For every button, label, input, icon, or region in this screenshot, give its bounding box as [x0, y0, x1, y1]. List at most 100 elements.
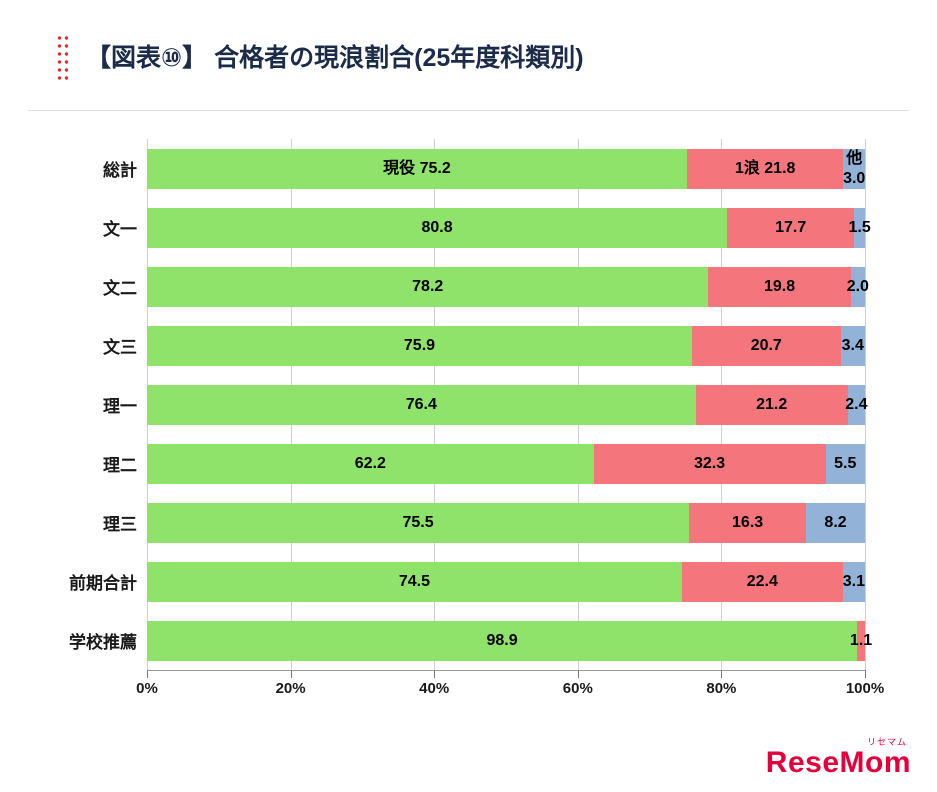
category-label: 総計 [103, 161, 137, 180]
segment-value-label: 76.4 [405, 395, 437, 413]
bar-segment: 21.2 [695, 384, 848, 425]
x-tick-label: 20% [275, 680, 306, 697]
segment-value-label: 16.3 [732, 513, 764, 531]
bar-segment: 78.2 [147, 266, 709, 307]
bar-row: 76.4 21.2 2.4 [147, 375, 868, 434]
page: 【図表⑩】 合格者の現浪割合(25年度科類別) 総計 文一 文二 文三 理一 理二 理三 前期… [0, 34, 910, 778]
stacked-bar: 62.2 32.3 5.5 [147, 443, 865, 484]
bar-segment: 2.0 [847, 266, 869, 307]
plot-area: 現役 75.2 1浪 21.8 他 3.0 80.8 17.7 1.5 78.2 19.8 2.0… [147, 139, 872, 678]
axis-tick [577, 670, 579, 678]
bar-segment: 2.4 [845, 384, 868, 425]
segment-value-label: 80.8 [421, 218, 453, 236]
stacked-bar: 78.2 19.8 2.0 [147, 266, 869, 307]
gridline [865, 139, 866, 670]
bar-rows: 現役 75.2 1浪 21.8 他 3.0 80.8 17.7 1.5 78.2 19.8 2.0… [147, 139, 872, 670]
bar-row: 78.2 19.8 2.0 [147, 257, 869, 316]
axis-tick [721, 670, 723, 678]
figure-title: 【図表⑩】 合格者の現浪割合(25年度科類別) [86, 44, 584, 72]
bar-row: 75.5 16.3 8.2 [147, 493, 865, 552]
segment-value-label: 21.2 [756, 395, 788, 413]
bar-segment: 62.2 [147, 443, 594, 484]
segment-value-label: 78.2 [412, 277, 444, 295]
logo-ruby-text: リセマム [866, 736, 907, 747]
segment-value-label: 75.9 [403, 336, 436, 354]
category-label: 理一 [103, 397, 137, 416]
stacked-bar-chart: 総計 文一 文二 文三 理一 理二 理三 前期合計 学校推薦 現役 75.2 1浪 21.8 他 3.… [0, 139, 872, 678]
bar-segment: 32.3 [593, 443, 826, 484]
stacked-bar: 75.5 16.3 8.2 [147, 502, 865, 543]
title-accent-dots-icon [56, 34, 70, 82]
segment-value-label: 現役 75.2 [383, 159, 451, 177]
segment-value-label: 74.5 [398, 572, 431, 590]
category-label: 文三 [103, 338, 137, 357]
category-label: 理三 [103, 515, 137, 534]
category-label: 前期合計 [69, 574, 137, 593]
stacked-bar: 74.5 22.4 3.1 [147, 561, 865, 602]
bar-segment: 3.1 [842, 561, 865, 602]
segment-value-label: 他 3.0 [843, 149, 866, 187]
segment-value-label: 20.7 [750, 336, 782, 354]
stacked-bar: 現役 75.2 1浪 21.8 他 3.0 [147, 148, 866, 189]
segment-value-label: 19.8 [763, 277, 796, 295]
bar-segment: 8.2 [806, 502, 865, 543]
bar-segment: 17.7 [727, 207, 855, 248]
bar-segment: 76.4 [147, 384, 696, 425]
bar-segment: 75.9 [147, 325, 692, 366]
segment-value-label: 62.2 [354, 454, 386, 472]
segment-value-label: 1浪 21.8 [734, 159, 796, 177]
x-axis-labels: 0% 20% 40% 60% 80% 100% [136, 671, 884, 707]
segment-value-label: 2.0 [846, 277, 869, 295]
segment-value-label: 1.1 [849, 631, 873, 649]
bar-segment: 75.5 [147, 502, 690, 543]
bar-row: 62.2 32.3 5.5 [147, 434, 865, 493]
segment-value-label: 75.5 [402, 513, 434, 531]
bar-row: 98.9 1.1 [147, 611, 872, 670]
segment-value-label: 2.4 [845, 395, 868, 413]
divider [28, 110, 909, 111]
bar-segment: 20.7 [691, 325, 841, 366]
resemom-logo: リセマム ReseMom [765, 736, 911, 779]
segment-value-label: 5.5 [834, 454, 857, 472]
stacked-bar: 75.9 20.7 3.4 [147, 325, 865, 366]
category-labels: 総計 文一 文二 文三 理一 理二 理三 前期合計 学校推薦 [0, 139, 147, 671]
segment-value-label: 3.1 [842, 572, 865, 590]
x-tick-label: 80% [706, 680, 737, 697]
stacked-bar: 98.9 1.1 [147, 620, 872, 661]
bar-segment: 19.8 [708, 266, 851, 307]
category-label: 文二 [103, 279, 137, 298]
bar-row: 80.8 17.7 1.5 [147, 198, 871, 257]
segment-value-label: 22.4 [746, 572, 778, 590]
x-tick-label: 40% [419, 680, 450, 697]
bar-segment: 1.1 [850, 620, 872, 661]
bar-segment: 98.9 [147, 620, 858, 661]
bar-segment: 16.3 [689, 502, 807, 543]
axis-tick [147, 670, 148, 678]
category-label: 文一 [103, 220, 137, 239]
bar-row: 74.5 22.4 3.1 [147, 552, 865, 611]
bar-segment: 他 3.0 [843, 148, 866, 189]
segment-value-label: 3.4 [841, 336, 864, 354]
x-tick-label: 0% [136, 680, 158, 697]
bar-segment: 22.4 [681, 561, 843, 602]
segment-value-label: 1.5 [848, 218, 871, 236]
stacked-bar: 76.4 21.2 2.4 [147, 384, 868, 425]
stacked-bar: 80.8 17.7 1.5 [147, 207, 871, 248]
bar-segment: 5.5 [825, 443, 865, 484]
segment-value-label: 8.2 [824, 513, 847, 531]
axis-tick [434, 670, 436, 678]
segment-value-label: 32.3 [693, 454, 726, 472]
bar-segment: 1浪 21.8 [686, 148, 844, 189]
bar-segment: 74.5 [147, 561, 682, 602]
bar-segment: 1.5 [848, 207, 871, 248]
bar-segment: 3.4 [840, 325, 865, 366]
bar-segment: 80.8 [147, 207, 728, 248]
x-tick-label: 100% [845, 680, 885, 697]
logo-text: ReseMom [765, 745, 911, 779]
axis-tick [290, 670, 292, 678]
category-label: 学校推薦 [69, 633, 137, 652]
segment-value-label: 17.7 [775, 218, 807, 236]
segment-value-label: 98.9 [486, 631, 518, 649]
bar-row: 75.9 20.7 3.4 [147, 316, 865, 375]
bar-row: 現役 75.2 1浪 21.8 他 3.0 [147, 139, 865, 198]
